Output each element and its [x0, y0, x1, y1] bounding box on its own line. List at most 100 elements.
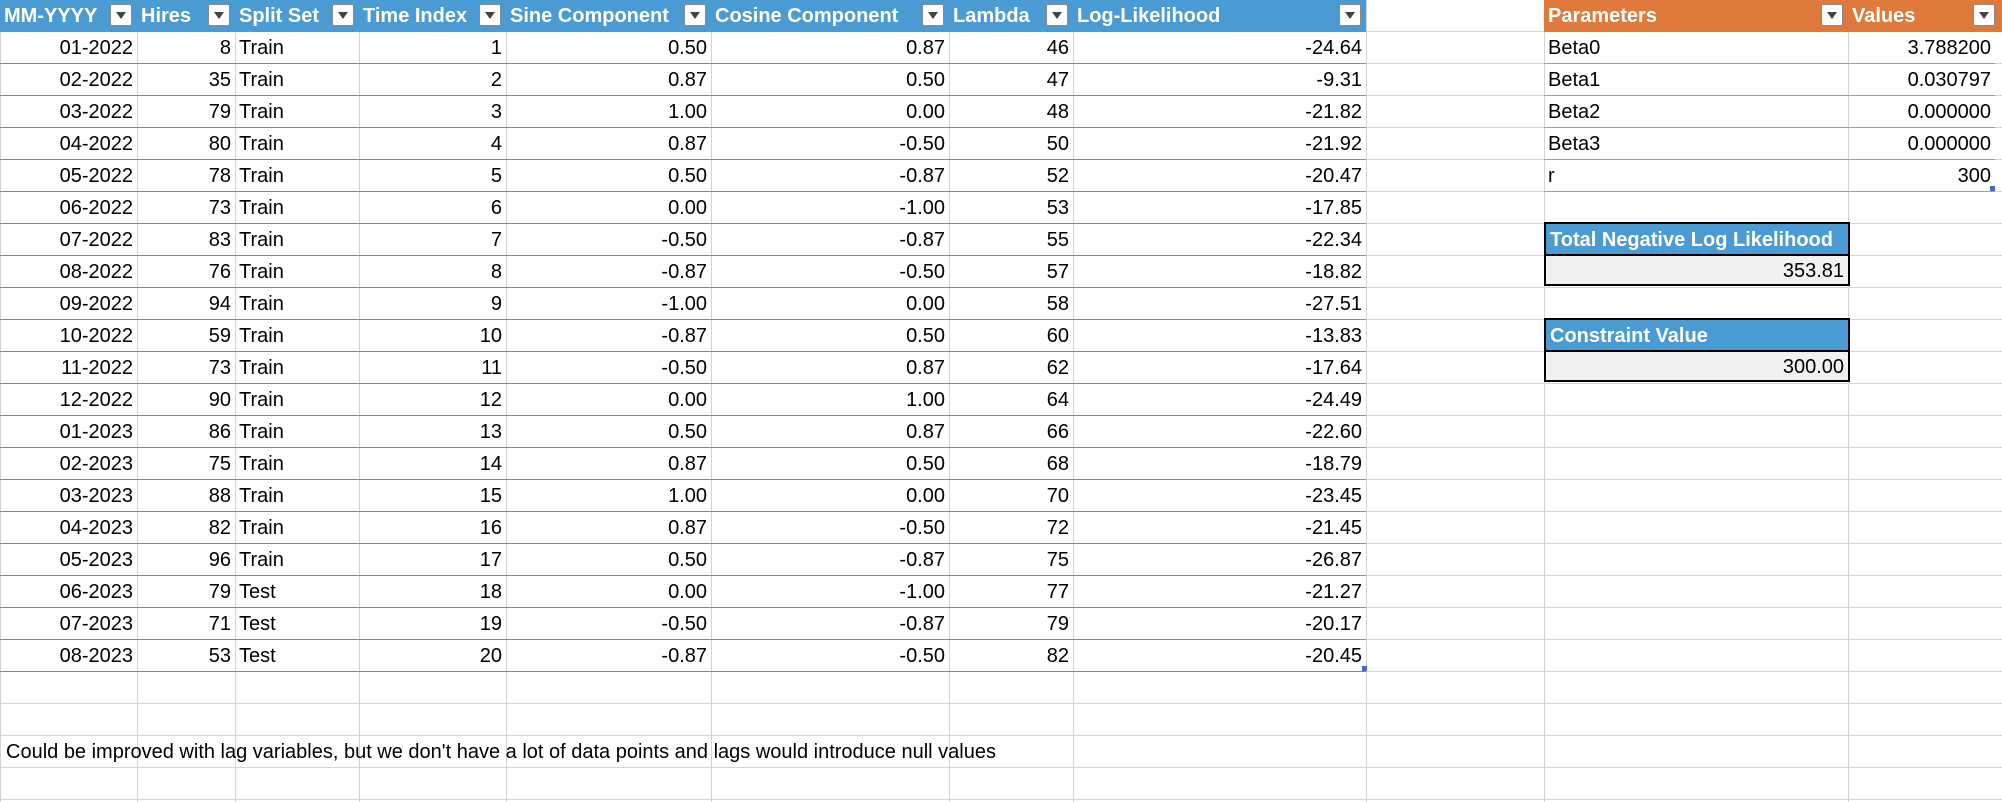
cell-log-likelihood[interactable]: -22.34: [1305, 229, 1362, 251]
cell-log-likelihood[interactable]: -21.82: [1305, 101, 1362, 123]
cell-parameters[interactable]: Beta0: [1548, 37, 1601, 59]
header-hires[interactable]: Hires: [137, 0, 235, 32]
cell-log-likelihood[interactable]: -26.87: [1305, 549, 1362, 571]
cell-lambda[interactable]: 72: [1046, 517, 1069, 539]
cell-log-likelihood[interactable]: -21.45: [1305, 517, 1362, 539]
cell-date[interactable]: 08-2022: [59, 261, 133, 283]
cell-sine[interactable]: -0.50: [661, 229, 707, 251]
cell-split-set[interactable]: Train: [239, 357, 284, 379]
cell-time-index[interactable]: 20: [479, 645, 502, 667]
cell-cosine[interactable]: 1.00: [906, 389, 945, 411]
cell-time-index[interactable]: 10: [479, 325, 502, 347]
cell-date[interactable]: 03-2022: [59, 101, 133, 123]
cell-date[interactable]: 05-2023: [59, 549, 133, 571]
cell-time-index[interactable]: 15: [479, 485, 502, 507]
cell-date[interactable]: 03-2023: [59, 485, 133, 507]
note-text[interactable]: Could be improved with lag variables, bu…: [6, 741, 996, 763]
cell-sine[interactable]: 0.50: [668, 165, 707, 187]
cell-lambda[interactable]: 58: [1046, 293, 1069, 315]
cell-date[interactable]: 01-2023: [59, 421, 133, 443]
cell-sine[interactable]: 0.00: [668, 389, 707, 411]
cell-cosine[interactable]: 0.87: [906, 37, 945, 59]
filter-dropdown-icon[interactable]: [1973, 4, 1995, 26]
cell-lambda[interactable]: 70: [1046, 485, 1069, 507]
filter-dropdown-icon[interactable]: [684, 4, 706, 26]
cell-sine[interactable]: -0.87: [661, 261, 707, 283]
cell-sine[interactable]: 0.87: [668, 133, 707, 155]
cell-parameters[interactable]: Beta1: [1548, 69, 1601, 91]
cell-hires[interactable]: 88: [208, 485, 231, 507]
cell-split-set[interactable]: Train: [239, 325, 284, 347]
cell-time-index[interactable]: 11: [481, 357, 502, 379]
cell-hires[interactable]: 73: [208, 197, 231, 219]
table-resize-handle[interactable]: [1362, 666, 1367, 671]
cell-hires[interactable]: 90: [208, 389, 231, 411]
cell-time-index[interactable]: 7: [490, 229, 502, 251]
cell-split-set[interactable]: Train: [239, 293, 284, 315]
filter-dropdown-icon[interactable]: [922, 4, 944, 26]
cell-lambda[interactable]: 47: [1046, 69, 1069, 91]
cell-log-likelihood[interactable]: -17.64: [1305, 357, 1362, 379]
cell-date[interactable]: 09-2022: [59, 293, 133, 315]
cell-cosine[interactable]: -0.87: [899, 165, 945, 187]
cell-lambda[interactable]: 82: [1046, 645, 1069, 667]
cell-date[interactable]: 06-2023: [59, 581, 133, 603]
cell-hires[interactable]: 76: [208, 261, 231, 283]
cell-date[interactable]: 01-2022: [59, 37, 133, 59]
cell-lambda[interactable]: 53: [1046, 197, 1069, 219]
filter-dropdown-icon[interactable]: [1046, 4, 1068, 26]
filter-dropdown-icon[interactable]: [110, 4, 132, 26]
cell-time-index[interactable]: 4: [490, 133, 502, 155]
cell-split-set[interactable]: Train: [239, 37, 284, 59]
cell-date[interactable]: 04-2023: [59, 517, 133, 539]
cell-lambda[interactable]: 77: [1046, 581, 1069, 603]
total-nll-value[interactable]: 353.81: [1544, 254, 1850, 286]
cell-log-likelihood[interactable]: -21.27: [1305, 581, 1362, 603]
cell-log-likelihood[interactable]: -24.49: [1305, 389, 1362, 411]
cell-sine[interactable]: 0.00: [668, 581, 707, 603]
cell-split-set[interactable]: Test: [239, 581, 276, 603]
cell-lambda[interactable]: 66: [1046, 421, 1069, 443]
cell-log-likelihood[interactable]: -20.17: [1305, 613, 1362, 635]
cell-split-set[interactable]: Train: [239, 453, 284, 475]
cell-date[interactable]: 05-2022: [59, 165, 133, 187]
cell-time-index[interactable]: 14: [479, 453, 502, 475]
cell-cosine[interactable]: 0.50: [906, 453, 945, 475]
cell-time-index[interactable]: 9: [490, 293, 502, 315]
cell-parameters[interactable]: Beta3: [1548, 133, 1601, 155]
cell-hires[interactable]: 86: [208, 421, 231, 443]
cell-split-set[interactable]: Train: [239, 165, 284, 187]
header-cosine[interactable]: Cosine Component: [711, 0, 949, 32]
cell-split-set[interactable]: Test: [239, 613, 276, 635]
filter-dropdown-icon[interactable]: [479, 4, 501, 26]
cell-lambda[interactable]: 46: [1046, 37, 1069, 59]
cell-lambda[interactable]: 57: [1046, 261, 1069, 283]
cell-log-likelihood[interactable]: -20.47: [1305, 165, 1362, 187]
cell-log-likelihood[interactable]: -17.85: [1305, 197, 1362, 219]
cell-split-set[interactable]: Train: [239, 101, 284, 123]
cell-sine[interactable]: 1.00: [668, 101, 707, 123]
cell-split-set[interactable]: Train: [239, 421, 284, 443]
filter-dropdown-icon[interactable]: [208, 4, 230, 26]
cell-log-likelihood[interactable]: -27.51: [1305, 293, 1362, 315]
cell-lambda[interactable]: 60: [1046, 325, 1069, 347]
cell-cosine[interactable]: -0.50: [899, 645, 945, 667]
cell-parameters[interactable]: r: [1548, 165, 1555, 187]
cell-lambda[interactable]: 68: [1046, 453, 1069, 475]
cell-sine[interactable]: 0.50: [668, 549, 707, 571]
cell-date[interactable]: 07-2023: [59, 613, 133, 635]
cell-time-index[interactable]: 8: [490, 261, 502, 283]
cell-sine[interactable]: 0.50: [668, 37, 707, 59]
cell-cosine[interactable]: -0.50: [899, 517, 945, 539]
cell-sine[interactable]: -0.87: [661, 645, 707, 667]
cell-time-index[interactable]: 18: [479, 581, 502, 603]
cell-time-index[interactable]: 17: [479, 549, 502, 571]
cell-split-set[interactable]: Train: [239, 389, 284, 411]
cell-parameters[interactable]: Beta2: [1548, 101, 1601, 123]
cell-values[interactable]: 300: [1957, 165, 1991, 187]
cell-sine[interactable]: 1.00: [668, 485, 707, 507]
cell-lambda[interactable]: 79: [1046, 613, 1069, 635]
cell-cosine[interactable]: -0.87: [899, 613, 945, 635]
cell-sine[interactable]: 0.87: [668, 69, 707, 91]
header-sine[interactable]: Sine Component: [506, 0, 711, 32]
